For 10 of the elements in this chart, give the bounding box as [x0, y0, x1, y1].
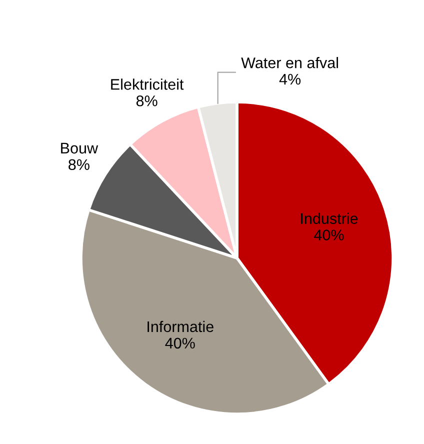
slice-label: Water en afval [241, 57, 338, 68]
data-label: 4% [279, 74, 301, 85]
data-label: 8% [136, 95, 158, 106]
data-label: 40% [314, 230, 344, 240]
slice-label: Informatie [148, 320, 214, 332]
slice-label: Industrie [301, 212, 358, 224]
data-label: 8% [68, 159, 90, 170]
slice-label: Elektriciteit [111, 78, 184, 90]
data-label: 40% [165, 338, 195, 349]
slice-label: Bouw [61, 142, 98, 154]
